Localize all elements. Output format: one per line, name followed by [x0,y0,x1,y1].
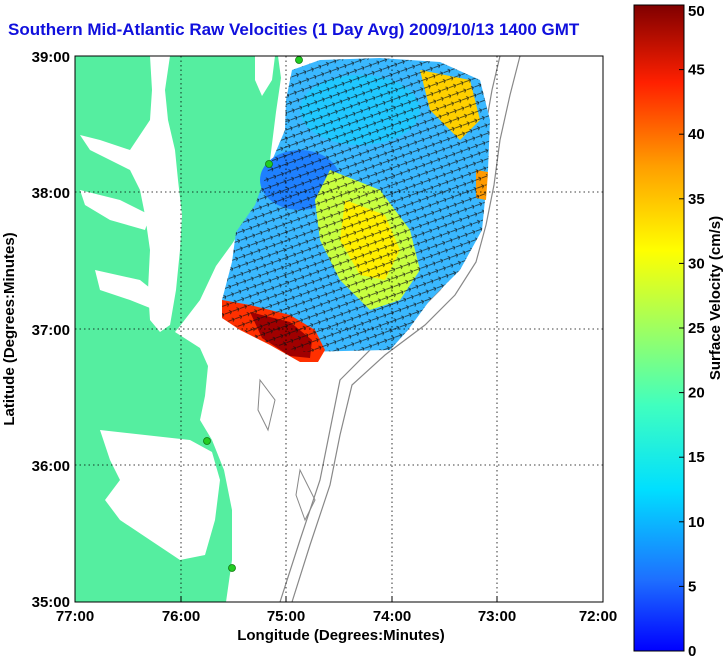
x-tick-label: 74:00 [373,608,411,625]
pamlico-sound [100,430,220,560]
x-tick-label: 76:00 [162,608,200,625]
y-tick-label: 37:00 [32,322,70,339]
x-axis-label: Longitude (Degrees:Minutes) [237,627,445,644]
colorbar-tick-label: 50 [688,3,705,20]
plot-frame [74,55,604,603]
y-tick-label: 39:00 [32,49,70,66]
x-tick-label: 73:00 [478,608,516,625]
colorbar-tick-label: 40 [688,126,705,143]
velocity-field [222,58,490,362]
colorbar-tick-label: 25 [688,320,705,337]
radar-station-marker [265,160,273,168]
map-grid [75,56,603,602]
isobath-contour [257,378,316,522]
colorbar [633,4,685,652]
x-tick-label: 77:00 [56,608,94,625]
colorbar-tick-label: 35 [688,191,705,208]
chesapeake-bay [80,56,182,332]
x-tick-label: 75:00 [267,608,305,625]
x-tick-label: 72:00 [579,608,617,625]
colorbar-tick-label: 45 [688,62,705,79]
colorbar-tick-label: 10 [688,514,705,531]
velocity-arrows [222,58,490,352]
colorbar-tick-label: 0 [688,643,696,659]
y-tick-label: 35:00 [32,594,70,611]
james-river [95,270,165,312]
delaware-bay [255,56,275,96]
y-tick-label: 36:00 [32,458,70,475]
map-title-text: Southern Mid-Atlantic Raw Velocities (1 … [8,20,580,39]
radar-station-marker [228,564,236,572]
radar-station-marker [295,56,303,64]
radar-station-marker [203,437,211,445]
colorbar-tick-label: 30 [688,255,705,272]
colorbar-label: Surface Velocity (cm/s) [707,216,724,380]
colorbar-tick-label: 15 [688,449,705,466]
y-tick-label: 38:00 [32,185,70,202]
x-tick-marks [74,596,604,602]
potomac-river [80,190,150,230]
map-title: Southern Mid-Atlantic Raw Velocities (1 … [8,20,579,40]
colorbar-tick-label: 5 [688,578,696,595]
y-axis-label: Latitude (Degrees:Minutes) [1,232,18,425]
isobath-contour [291,56,521,602]
colorbar-tick-label: 20 [688,385,705,402]
